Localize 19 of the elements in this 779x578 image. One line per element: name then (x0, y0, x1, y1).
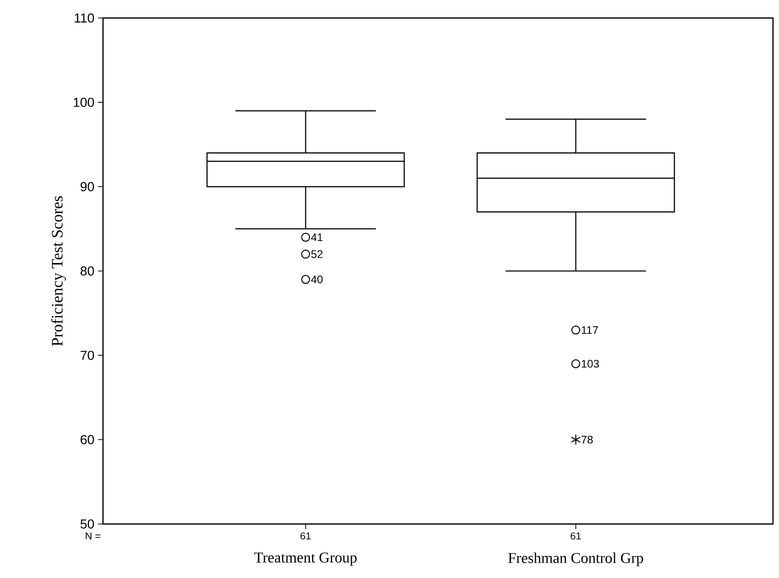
text: 61 (300, 532, 311, 540)
y-tick-label: 90 (80, 182, 94, 192)
y-tick-label: 70 (80, 350, 94, 360)
y-tick-label: 50 (80, 519, 94, 529)
annotation: 78 (582, 436, 593, 444)
y-axis-title: Proficiency Test Scores (51, 196, 66, 346)
annotation: 103 (582, 360, 599, 368)
y-tick-label: 110 (74, 13, 94, 23)
x-tick-label: Freshman Control Grp (508, 552, 644, 566)
text: 61 (570, 532, 581, 540)
annotation: 52 (311, 250, 323, 258)
text: N = (86, 532, 100, 540)
y-tick-label: 80 (80, 266, 94, 276)
y-tick-label: 60 (80, 435, 94, 444)
annotation: 41 (311, 233, 323, 242)
x-tick-label: Treatment Group (254, 552, 357, 566)
annotation: 40 (311, 276, 323, 284)
annotation: 117 (582, 326, 598, 334)
y-tick-label: 100 (74, 98, 94, 107)
